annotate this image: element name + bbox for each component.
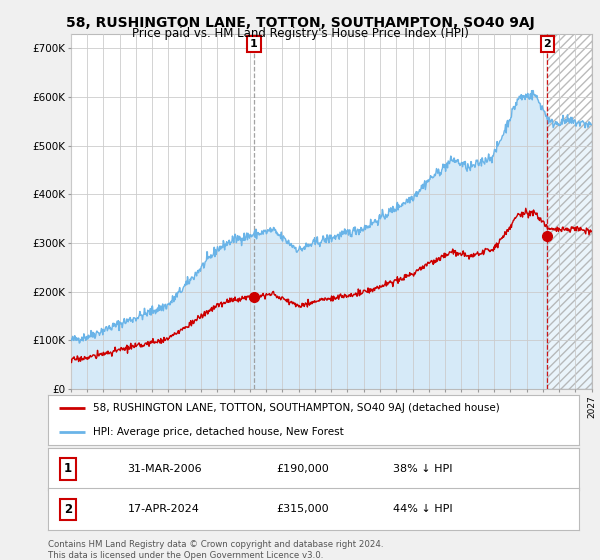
Text: 38% ↓ HPI: 38% ↓ HPI bbox=[393, 464, 452, 474]
Text: £190,000: £190,000 bbox=[277, 464, 329, 474]
Text: HPI: Average price, detached house, New Forest: HPI: Average price, detached house, New … bbox=[93, 427, 344, 437]
Text: Price paid vs. HM Land Registry's House Price Index (HPI): Price paid vs. HM Land Registry's House … bbox=[131, 27, 469, 40]
Text: 1: 1 bbox=[64, 463, 72, 475]
Text: 58, RUSHINGTON LANE, TOTTON, SOUTHAMPTON, SO40 9AJ: 58, RUSHINGTON LANE, TOTTON, SOUTHAMPTON… bbox=[65, 16, 535, 30]
Text: 2: 2 bbox=[544, 39, 551, 49]
Text: 2: 2 bbox=[64, 503, 72, 516]
Text: £315,000: £315,000 bbox=[277, 505, 329, 514]
Text: 31-MAR-2006: 31-MAR-2006 bbox=[128, 464, 202, 474]
Text: 17-APR-2024: 17-APR-2024 bbox=[128, 505, 200, 514]
Text: 58, RUSHINGTON LANE, TOTTON, SOUTHAMPTON, SO40 9AJ (detached house): 58, RUSHINGTON LANE, TOTTON, SOUTHAMPTON… bbox=[93, 403, 500, 413]
Text: 44% ↓ HPI: 44% ↓ HPI bbox=[393, 505, 453, 514]
Text: Contains HM Land Registry data © Crown copyright and database right 2024.
This d: Contains HM Land Registry data © Crown c… bbox=[48, 540, 383, 560]
Text: 1: 1 bbox=[250, 39, 258, 49]
